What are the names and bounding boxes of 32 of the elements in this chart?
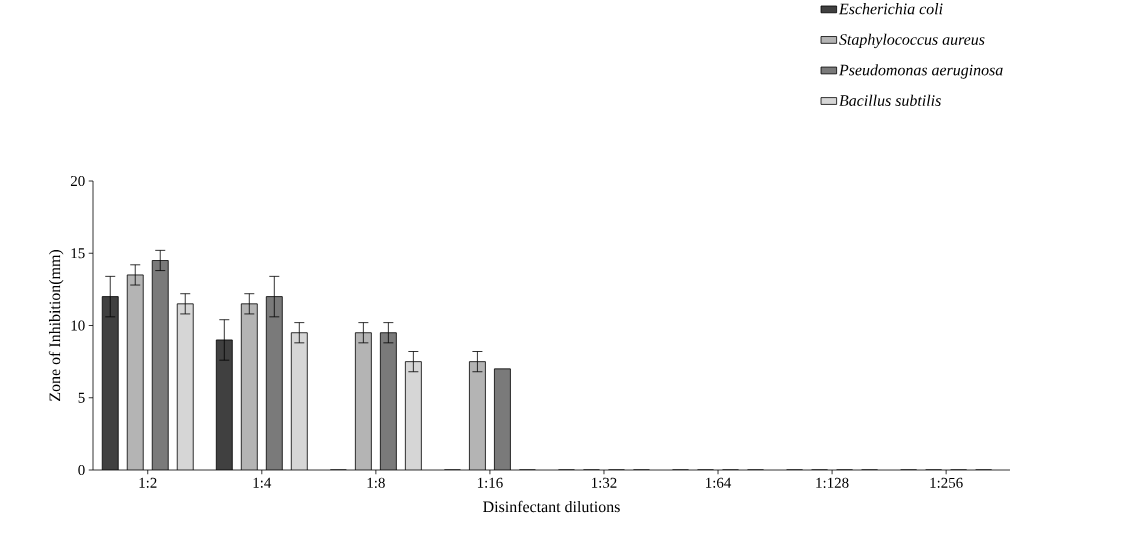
bar: [380, 332, 397, 470]
y-tick-label: 10: [71, 320, 85, 331]
x-tick-label: 1:256: [930, 477, 963, 488]
bar: [469, 361, 486, 470]
x-tick-label: 1:64: [706, 477, 732, 488]
bar: [405, 361, 422, 470]
bar: [266, 296, 283, 470]
x-tick-label: 1:2: [139, 477, 157, 488]
legend-label: Staphylococcus aureus: [839, 33, 985, 49]
x-tick-label: 1:4: [253, 477, 272, 488]
bar: [177, 303, 194, 470]
y-tick-label: 20: [70, 175, 85, 187]
x-tick-label: 1:16: [477, 477, 503, 488]
legend-label: Escherichia coli: [838, 3, 943, 15]
y-tick-label: 15: [71, 248, 85, 259]
bar: [127, 274, 144, 470]
legend-label: Pseudomonas aeruginosa: [838, 64, 1003, 79]
bar: [152, 260, 169, 470]
y-tick-label: 0: [78, 464, 85, 476]
x-tick-label: 1:8: [367, 477, 385, 488]
x-tick-label: 1:32: [592, 477, 617, 488]
y-tick-label: 5: [78, 392, 85, 403]
x-axis-title: Disinfectant dilutions: [483, 500, 620, 513]
bar: [494, 368, 511, 470]
bar: [355, 332, 372, 470]
legend-label: Bacillus subtilis: [839, 94, 941, 106]
x-tick-label: 1:128: [816, 477, 849, 488]
bar: [216, 339, 233, 470]
bar: [241, 303, 258, 470]
bar: [102, 296, 119, 470]
y-axis-title: Zone of Inhibition(mm): [48, 250, 64, 401]
bar: [291, 332, 308, 470]
